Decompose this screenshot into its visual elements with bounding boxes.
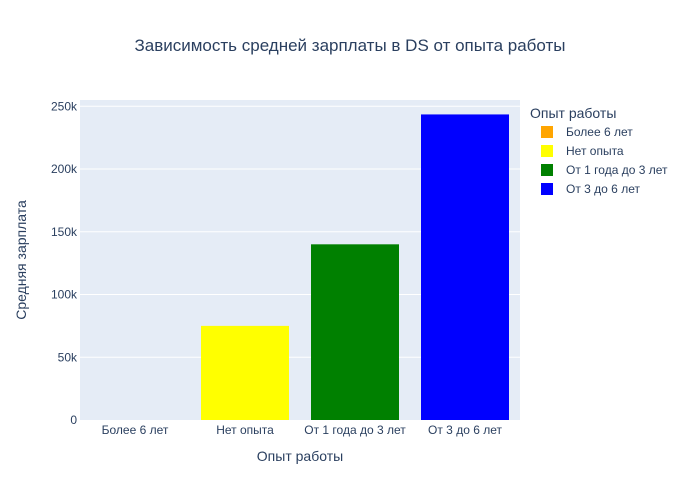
legend-swatch [541, 126, 553, 138]
x-tick-label: Более 6 лет [102, 423, 169, 437]
legend-label: От 1 года до 3 лет [566, 163, 668, 177]
y-axis-ticks: 0 50k 100k 150k 200k 250k [51, 99, 78, 427]
legend-label: Нет опыта [566, 144, 624, 158]
legend-items: Более 6 лет Нет опыта От 1 года до 3 лет От… [541, 125, 668, 196]
y-tick-label: 150k [51, 225, 78, 239]
y-tick-label: 50k [58, 350, 78, 364]
legend-swatch [541, 164, 553, 176]
legend-title: Опыт работы [530, 105, 616, 121]
y-tick-label: 250k [51, 99, 78, 113]
y-axis-title: Средняя зарплата [13, 200, 29, 320]
legend-item[interactable]: Более 6 лет [541, 125, 633, 139]
y-tick-label: 200k [51, 162, 78, 176]
legend-item[interactable]: Нет опыта [541, 144, 624, 158]
legend-item[interactable]: От 1 года до 3 лет [541, 163, 668, 177]
x-tick-label: От 3 до 6 лет [428, 423, 502, 437]
bar-2[interactable] [311, 244, 399, 420]
legend-swatch [541, 183, 553, 195]
bar-3[interactable] [421, 114, 509, 421]
y-tick-label: 0 [70, 413, 77, 427]
legend-item[interactable]: От 3 до 6 лет [541, 182, 640, 196]
bars-group [201, 114, 509, 421]
legend-label: От 3 до 6 лет [566, 182, 640, 196]
bar-1[interactable] [201, 325, 289, 420]
legend-label: Более 6 лет [566, 125, 633, 139]
legend-swatch [541, 145, 553, 157]
x-tick-label: Нет опыта [216, 423, 274, 437]
chart-title: Зависимость средней зарплаты в DS от опы… [135, 36, 566, 55]
legend[interactable]: Опыт работы Более 6 лет Нет опыта От 1 год… [530, 105, 668, 196]
x-axis-ticks: Более 6 лет Нет опыта От 1 года до 3 лет От… [102, 423, 503, 437]
x-tick-label: От 1 года до 3 лет [304, 423, 406, 437]
x-axis-title: Опыт работы [257, 448, 343, 464]
y-tick-label: 100k [51, 288, 78, 302]
